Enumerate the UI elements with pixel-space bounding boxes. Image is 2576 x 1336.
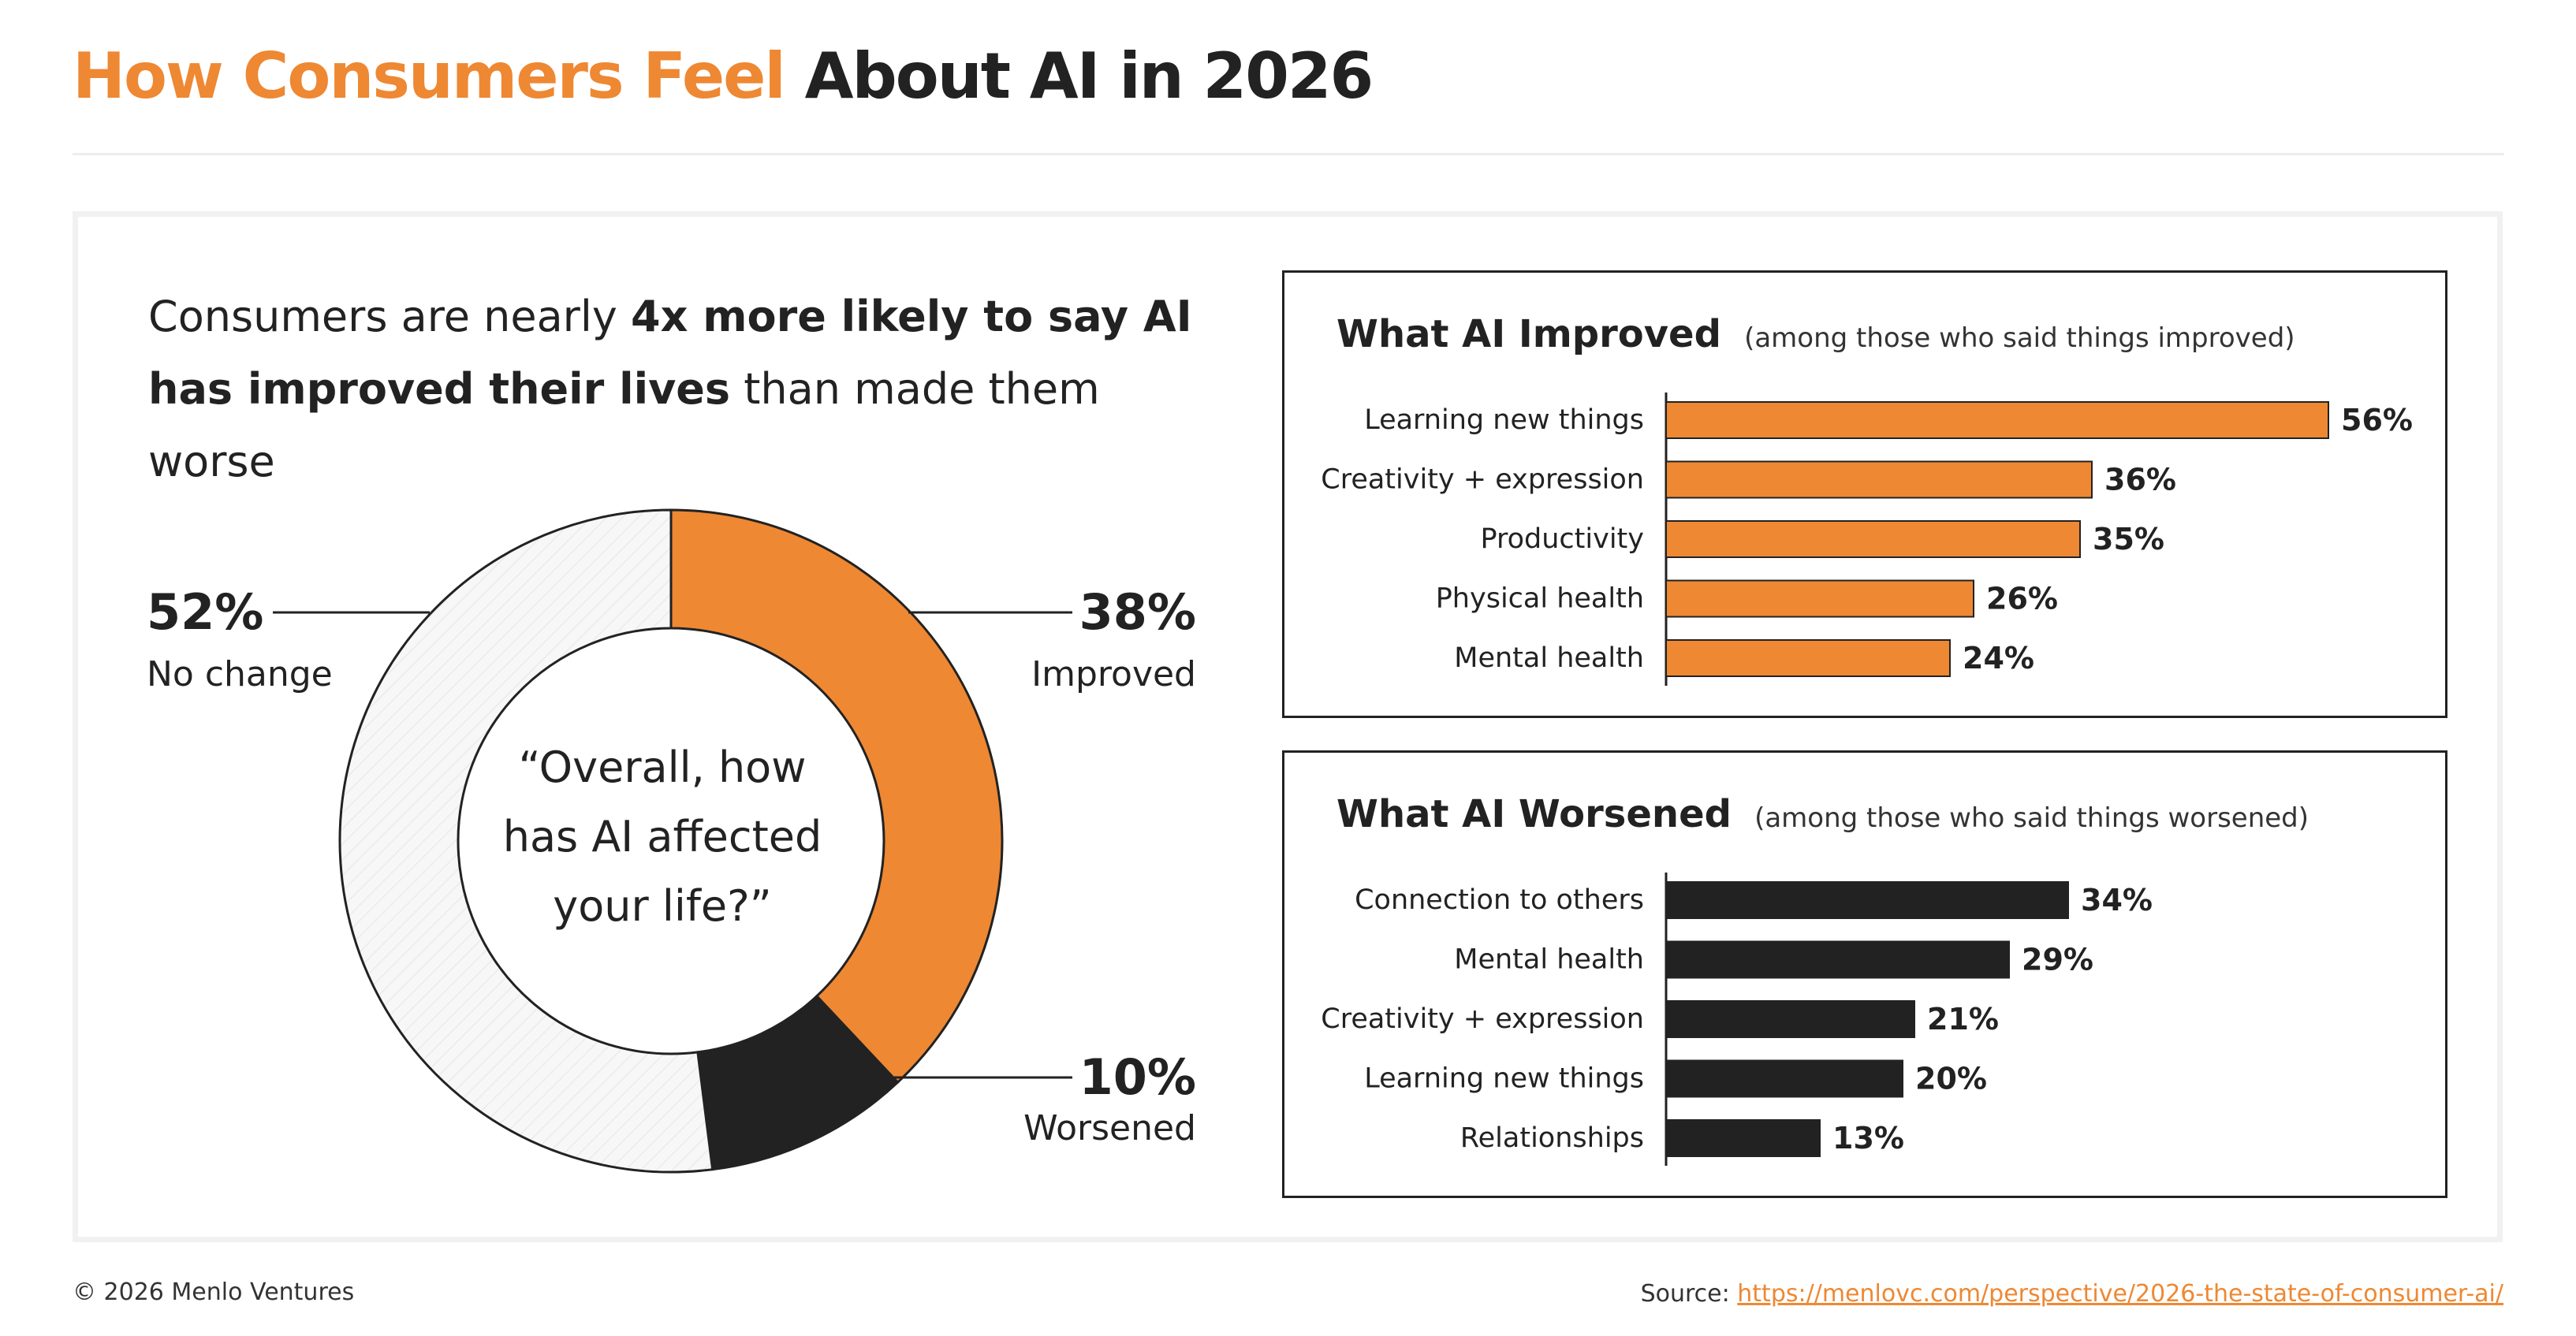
bar-mental-health <box>1665 940 2010 979</box>
no-change-percent: 52% <box>147 583 264 641</box>
bar-value-label: 26% <box>1986 582 2058 616</box>
page-title-rest: About AI in 2026 <box>804 39 1374 113</box>
improved-bar-chart: Learning new things 56% Creativity + expre… <box>1321 393 2413 686</box>
bar-connection-to-others <box>1665 881 2069 919</box>
bar-category-mental-health: Mental health <box>1454 642 1644 674</box>
improved-percent: 38% <box>1079 583 1196 641</box>
page-title: How Consumers Feel About AI in 2026 <box>73 39 1374 113</box>
bar-value-label: 34% <box>2081 883 2153 917</box>
improved-panel: What AI Improved (among those who said t… <box>1282 270 2447 718</box>
bar-value-label: 36% <box>2104 463 2176 497</box>
bar-relationships <box>1665 1119 1821 1157</box>
bar-category-connection-to-others: Connection to others <box>1355 884 1644 916</box>
title-divider <box>73 153 2504 155</box>
headline: Consumers are nearly 4x more likely to s… <box>148 281 1221 498</box>
donut-slice-no-change <box>338 508 714 1174</box>
bar-category-productivity: Productivity <box>1481 523 1645 555</box>
bar-value-label: 13% <box>1832 1121 1904 1156</box>
source-label: Source: <box>1640 1280 1738 1308</box>
improved-title: What AI Improved <box>1336 312 1721 356</box>
donut-center-line: your life?” <box>553 881 772 931</box>
bar-value-label: 29% <box>2022 943 2093 977</box>
bar-creativity-expression <box>1665 460 2093 499</box>
bar-value-label: 56% <box>2341 403 2413 437</box>
headline-part2: than made them worse <box>148 364 1100 486</box>
bar-category-creativity-expression: Creativity + expression <box>1321 1003 1644 1035</box>
improved-subtitle: (among those who said things improved) <box>1744 322 2295 354</box>
headline-bold: 4x more likely to say AI has improved th… <box>148 292 1192 414</box>
bar-category-physical-health: Physical health <box>1436 583 1644 615</box>
bar-value-label: 20% <box>1915 1062 1987 1096</box>
bar-creativity-expression <box>1665 1000 1915 1038</box>
worsened-title: What AI Worsened <box>1336 792 1732 836</box>
worsened-bar-chart: Connection to others 34% Mental health 29% C… <box>1321 873 2153 1166</box>
bar-mental-health <box>1665 639 1951 677</box>
page-title-accent: How Consumers Feel <box>73 39 786 113</box>
headline-part1: Consumers are nearly <box>148 292 632 341</box>
bar-learning-new-things <box>1665 1059 1903 1098</box>
no-change-label: No change <box>147 654 333 694</box>
donut-slice-improved <box>669 508 1004 1085</box>
bar-category-creativity-expression: Creativity + expression <box>1321 464 1644 496</box>
source-link[interactable]: https://menlovc.com/perspective/2026-the… <box>1737 1280 2503 1308</box>
bar-category-learning-new-things: Learning new things <box>1364 1063 1644 1095</box>
bar-learning-new-things <box>1665 401 2329 439</box>
improved-label: Improved <box>1031 654 1196 694</box>
bar-category-relationships: Relationships <box>1460 1122 1644 1154</box>
worsened-subtitle: (among those who said things worsened) <box>1754 802 2309 834</box>
worsened-panel: What AI Worsened (among those who said t… <box>1282 750 2447 1198</box>
bar-value-label: 21% <box>1927 1002 1999 1036</box>
bar-value-label: 24% <box>1963 641 2034 675</box>
source: Source: https://menlovc.com/perspective/… <box>1641 1280 2503 1308</box>
bar-productivity <box>1665 520 2081 558</box>
bar-category-learning-new-things: Learning new things <box>1364 404 1644 436</box>
bar-value-label: 35% <box>2093 522 2164 556</box>
copyright: © 2026 Menlo Ventures <box>73 1278 355 1306</box>
worsened-percent: 10% <box>1079 1048 1196 1106</box>
bar-category-mental-health: Mental health <box>1454 944 1644 976</box>
improved-panel-title: What AI Improved (among those who said t… <box>1336 312 2295 356</box>
worsened-label: Worsened <box>1023 1108 1196 1148</box>
worsened-panel-title: What AI Worsened (among those who said t… <box>1336 792 2309 836</box>
bar-physical-health <box>1665 579 1974 618</box>
donut-center-line: has AI affected <box>502 812 822 862</box>
donut-center-question: “Overall, how has AI affected your life?… <box>473 733 852 941</box>
donut-center-line: “Overall, how <box>518 742 807 792</box>
